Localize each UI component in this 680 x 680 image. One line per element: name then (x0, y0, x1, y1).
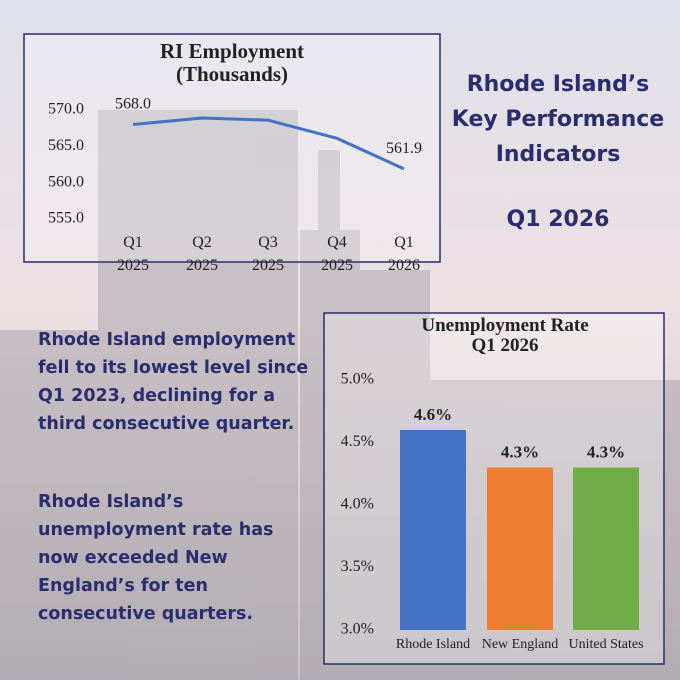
data-label: 4.3% (501, 443, 539, 462)
data-label: 4.3% (587, 443, 625, 462)
y-tick-label: 555.0 (48, 210, 84, 227)
x-tick-label: Q3 2025 (252, 234, 284, 274)
y-tick-label: 3.0% (341, 621, 374, 638)
y-tick-label: 3.5% (341, 558, 374, 575)
x-tick-label: New England (482, 637, 559, 652)
bar (573, 467, 639, 630)
y-tick-label: 570.0 (48, 101, 84, 118)
x-tick-label: Rhode Island (396, 637, 470, 652)
paragraph: Rhode Island’s unemployment rate has now… (38, 492, 274, 624)
x-tick-label: Q4 2025 (321, 234, 353, 274)
bar (487, 467, 553, 630)
bar (400, 430, 466, 630)
x-tick-label: Q1 2026 (388, 234, 420, 274)
chart-title: RI Employment (Thousands) (160, 39, 304, 86)
y-tick-label: 5.0% (341, 371, 374, 388)
x-tick-label: United States (568, 637, 643, 652)
chart-title: Unemployment Rate Q1 2026 (421, 315, 588, 356)
data-label: 561.9 (386, 140, 422, 157)
data-label: 568.0 (115, 96, 151, 113)
header-title: Rhode Island’s Key Performance Indicator… (451, 72, 665, 167)
x-tick-label: Q2 2025 (186, 234, 218, 274)
paragraph: Rhode Island employment fell to its lowe… (38, 330, 309, 434)
line-chart-frame (23, 33, 441, 263)
header-period: Q1 2026 (506, 207, 610, 232)
x-tick-label: Q1 2025 (117, 234, 149, 274)
data-label: 4.6% (414, 405, 452, 424)
y-tick-label: 565.0 (48, 137, 84, 154)
y-tick-label: 4.0% (341, 496, 374, 513)
y-tick-label: 560.0 (48, 173, 84, 190)
line (132, 116, 405, 171)
y-tick-label: 4.5% (341, 433, 374, 450)
